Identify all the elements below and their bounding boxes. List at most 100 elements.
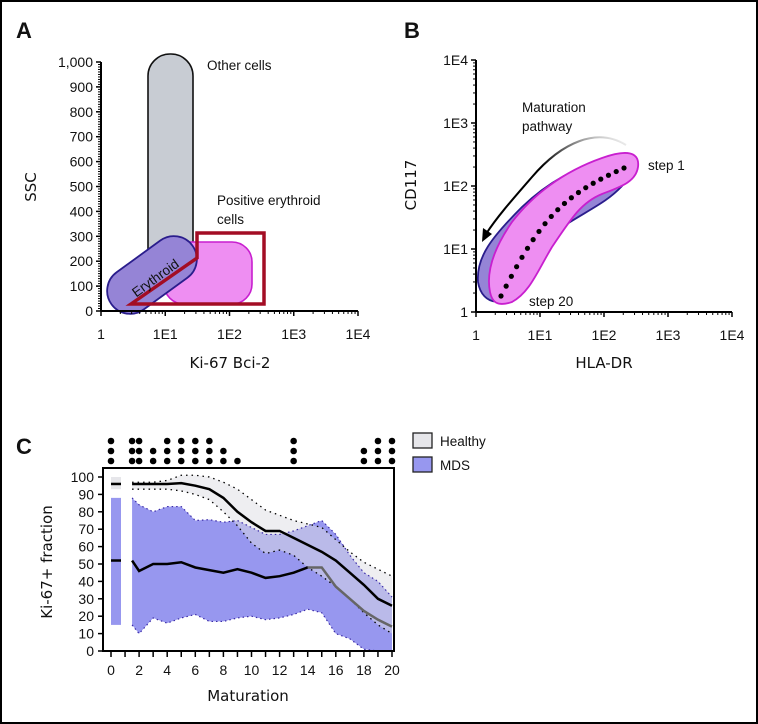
- panel-a-y-tick-label: 200: [70, 253, 94, 269]
- panel-c-y-tick-label: 0: [86, 643, 94, 659]
- maturation-pathway-region: [488, 152, 639, 305]
- significance-dot: [192, 457, 199, 465]
- panel-c-x-tick-label: 2: [135, 662, 143, 678]
- positive-erythroid-label-2: cells: [217, 212, 244, 227]
- significance-dot: [220, 457, 227, 465]
- maturation-step-dot: [514, 264, 520, 270]
- panel-a-y-tick-label: 400: [70, 203, 94, 219]
- maturation-step-dot: [561, 200, 568, 207]
- significance-dot: [360, 447, 368, 455]
- panel-a-y-tick-label: 600: [70, 154, 94, 170]
- panel-c-y-tick-label: 90: [78, 486, 94, 502]
- panel-a: A Erythroid Other cells Positive erythro…: [16, 18, 371, 372]
- other-cells-label: Other cells: [207, 58, 272, 73]
- significance-dot: [107, 437, 115, 445]
- panel-c-xlabel: Maturation: [207, 687, 289, 705]
- significance-dot: [388, 457, 396, 465]
- panel-c-y-tick-label: 10: [78, 626, 94, 642]
- significance-dot: [135, 447, 143, 455]
- positive-erythroid-label-1: Positive erythroid: [217, 193, 321, 208]
- significance-dot: [192, 437, 199, 445]
- panel-c-y-tick-label: 80: [78, 504, 94, 520]
- significance-dot: [149, 457, 157, 465]
- panel-c-x-tick-label: 14: [300, 662, 316, 678]
- mds-lower-bound: [131, 608, 392, 651]
- maturation-step-dot: [583, 185, 589, 191]
- mds-median-line-late: [307, 566, 393, 628]
- panel-b-y-tick-label: 1E2: [443, 178, 468, 194]
- maturation-step-dot: [613, 168, 619, 175]
- significance-dot: [135, 457, 143, 465]
- maturation-step-dot: [568, 195, 574, 201]
- panel-a-y-tick-label: 800: [70, 104, 94, 120]
- plot-frame: [102, 467, 395, 652]
- healthy-upper-bound: [132, 474, 393, 577]
- maturation-step-dot: [503, 283, 509, 289]
- panel-b: B Maturation pathway step 1 step 20 1 1E1…: [402, 18, 745, 372]
- maturation-step-dot: [555, 207, 561, 213]
- significance-dot: [374, 457, 382, 465]
- pathway-label-1: Maturation: [522, 100, 586, 115]
- significance-dot: [149, 447, 157, 455]
- significance-dot: [163, 457, 171, 465]
- panel-c-x-tick-label: 0: [107, 662, 115, 678]
- significance-dot: [107, 457, 115, 465]
- maturation-step-dot: [530, 237, 536, 243]
- erythroid-gate: [106, 235, 198, 315]
- panel-c-y-tick-label: 20: [78, 608, 94, 624]
- panel-b-y-tick-label: 1E3: [443, 115, 468, 131]
- significance-dot: [177, 457, 185, 465]
- panel-c-x-tick-label: 20: [384, 662, 400, 678]
- maturation-step-dot: [621, 165, 627, 171]
- step-1-label: step 1: [648, 158, 685, 173]
- legend-label-mds: MDS: [440, 458, 470, 473]
- panel-b-x-tick-label: 1E1: [528, 327, 553, 343]
- arrowhead-icon: [482, 228, 492, 242]
- maturation-step-dot: [508, 273, 514, 279]
- panel-a-x-tick-label: 1E4: [346, 326, 371, 342]
- panel-c-y-tick-label: 60: [78, 539, 94, 555]
- significance-dot: [177, 447, 185, 455]
- significance-dot: [388, 437, 396, 445]
- legend-label-healthy: Healthy: [440, 434, 486, 449]
- panel-c-x-tick-label: 12: [272, 662, 288, 678]
- panel-c-x-tick-label: 18: [356, 662, 372, 678]
- panel-a-y-tick-label: 900: [70, 79, 94, 95]
- significance-dot: [234, 457, 241, 465]
- significance-dot: [290, 447, 297, 455]
- panel-c-x-tick-label: 10: [244, 662, 260, 678]
- significance-dot: [290, 437, 297, 445]
- panel-c-y-tick-label: 40: [78, 573, 94, 589]
- panel-a-x-tick-label: 1E2: [217, 326, 242, 342]
- maturation-step-dot: [598, 176, 604, 182]
- panel-b-x-tick-label: 1E2: [592, 327, 617, 343]
- panel-c-y-tick-label: 30: [78, 591, 94, 607]
- panel-a-xlabel: Ki-67 Bci-2: [190, 354, 271, 372]
- panel-b-ylabel: CD117: [402, 160, 420, 211]
- significance-dot: [206, 457, 213, 465]
- panel-b-xlabel: HLA-DR: [575, 354, 632, 372]
- panel-c-ylabel: Ki-67+ fraction: [38, 505, 56, 618]
- legend-swatch-mds: [412, 456, 433, 473]
- significance-dot: [206, 437, 213, 445]
- mds-upper-bound: [131, 497, 393, 598]
- significance-dot: [128, 447, 136, 455]
- panel-b-x-tick-label: 1: [472, 327, 480, 343]
- panel-letter-a: A: [16, 18, 32, 43]
- panel-b-axes: 1 1E1 1E2 1E3 1E4 1 1E1 1E2 1E3 1E4: [443, 52, 745, 343]
- panel-b-x-tick-label: 1E4: [720, 327, 745, 343]
- panel-c-x-tick-label: 8: [220, 662, 228, 678]
- panel-b-y-tick-label: 1: [460, 304, 468, 320]
- maturation-step-dot: [548, 213, 554, 220]
- significance-dot: [192, 447, 199, 455]
- significance-dot: [388, 447, 396, 455]
- significance-dot: [290, 457, 297, 465]
- maturation-step-dot: [590, 180, 596, 186]
- maturation-step-dot: [575, 189, 582, 196]
- significance-dot: [163, 437, 171, 445]
- panel-a-y-tick-label: 300: [70, 228, 94, 244]
- panel-a-y-tick-label: 700: [70, 129, 94, 145]
